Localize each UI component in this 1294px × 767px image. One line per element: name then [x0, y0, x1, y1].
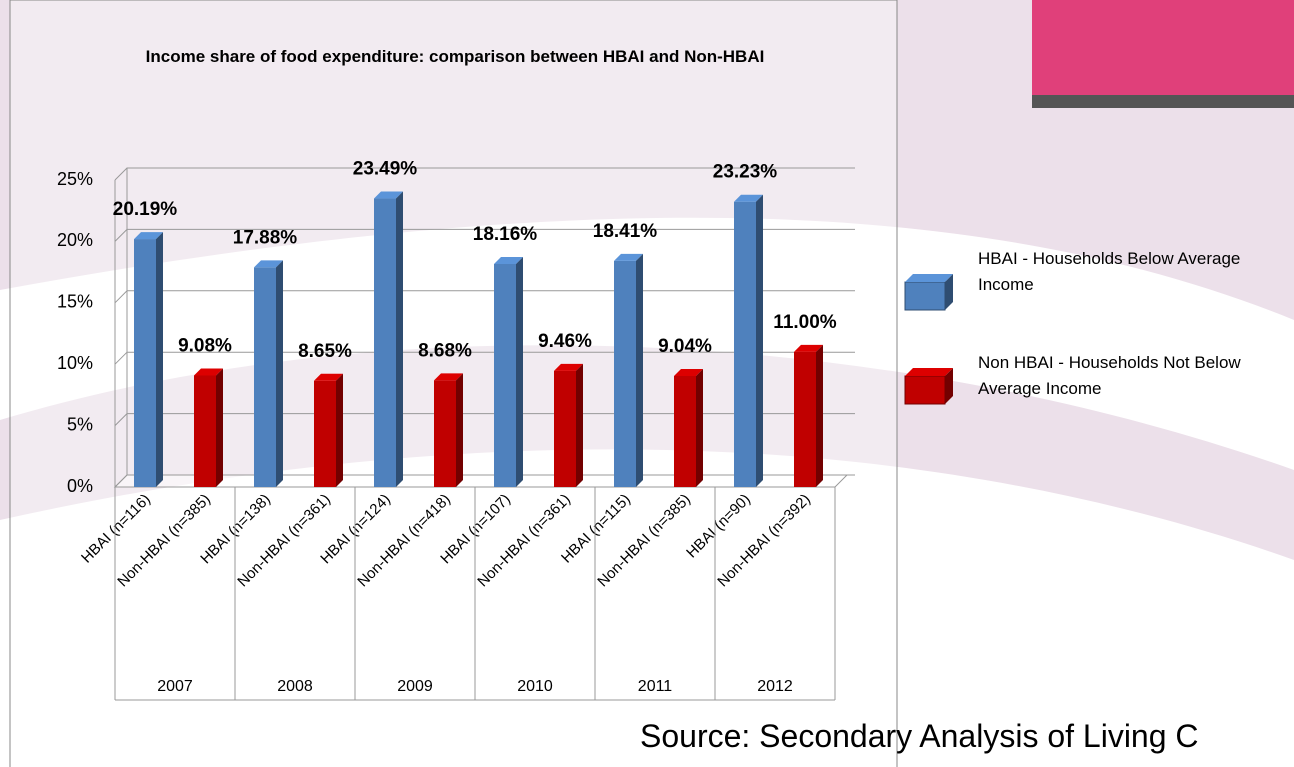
bar-top: [554, 363, 583, 371]
legend-swatch: [904, 281, 946, 311]
legend-label: Non HBAI - Households Not Below Average …: [978, 353, 1241, 398]
bar: [494, 263, 516, 487]
data-label: 9.46%: [538, 331, 592, 352]
bar-side: [216, 368, 223, 487]
bar: [614, 260, 636, 487]
grid-line: [114, 413, 855, 426]
header-image-bar: [1032, 95, 1294, 108]
bar: [194, 375, 216, 487]
group-label: 2012: [757, 678, 793, 695]
bar: [314, 380, 336, 487]
bar-side: [336, 373, 343, 487]
data-label: 23.49%: [353, 159, 418, 180]
data-label: 9.08%: [178, 335, 232, 356]
bar-top: [194, 368, 223, 376]
y-tick-label: 0%: [67, 476, 93, 496]
bar-top: [374, 191, 403, 199]
source-note: Source: Secondary Analysis of Living C: [640, 718, 1199, 754]
grid-line: [114, 228, 855, 242]
group-label: 2010: [517, 678, 553, 695]
bar-side: [276, 260, 283, 487]
data-label: 20.19%: [113, 199, 178, 220]
data-label: 17.88%: [233, 227, 298, 248]
bar-side: [816, 344, 823, 487]
grid-line: [114, 167, 855, 181]
bar-side: [636, 253, 643, 487]
bar: [374, 198, 396, 488]
legend-swatch-top: [905, 368, 953, 376]
y-tick-label: 20%: [57, 230, 93, 250]
bar-top: [314, 373, 343, 381]
chart-title: Income share of food expenditure: compar…: [145, 47, 765, 66]
bar: [434, 380, 456, 487]
legend-swatch-top: [905, 274, 953, 282]
data-label: 18.41%: [593, 221, 658, 242]
data-label: 9.04%: [658, 336, 712, 357]
bar-top: [254, 260, 283, 268]
bar-top: [614, 253, 643, 261]
grid-line: [114, 290, 855, 304]
grid-line: [114, 474, 855, 488]
data-label: 8.68%: [418, 340, 472, 361]
bar-side: [696, 368, 703, 487]
grid-line: [114, 351, 855, 365]
bar-top: [134, 232, 163, 240]
bar-side: [156, 232, 163, 487]
bar-side: [396, 191, 403, 488]
bar-top: [794, 344, 823, 352]
group-label: 2008: [277, 678, 313, 695]
legend-swatch: [904, 375, 946, 405]
y-tick-label: 10%: [57, 353, 93, 373]
bar: [734, 201, 756, 487]
data-label: 11.00%: [773, 312, 836, 333]
y-tick-label: 25%: [57, 169, 93, 189]
bar: [254, 267, 276, 487]
group-label: 2011: [638, 678, 673, 695]
data-label: 18.16%: [473, 224, 538, 245]
group-label: 2009: [397, 678, 433, 695]
legend-label: HBAI - Households Below Average Income: [978, 249, 1241, 294]
bar-side: [516, 256, 523, 487]
bar-top: [674, 368, 703, 376]
bar-side: [756, 194, 763, 487]
bar-top: [434, 373, 463, 381]
bar-side: [456, 373, 463, 487]
bar: [134, 239, 156, 487]
bar-top: [494, 256, 523, 264]
legend-swatch-side: [945, 274, 953, 310]
bar: [554, 370, 576, 487]
bar: [794, 351, 816, 487]
data-label: 23.23%: [713, 162, 778, 183]
data-label: 8.65%: [298, 341, 352, 362]
group-label: 2007: [157, 678, 193, 695]
legend-swatch-side: [945, 368, 953, 404]
header-image: [1032, 0, 1294, 108]
y-tick-label: 15%: [57, 292, 93, 312]
bar-side: [576, 363, 583, 487]
y-tick-label: 5%: [67, 414, 93, 434]
background-swoosh: [0, 0, 1294, 320]
bar: [674, 375, 696, 487]
bar-top: [734, 194, 763, 202]
